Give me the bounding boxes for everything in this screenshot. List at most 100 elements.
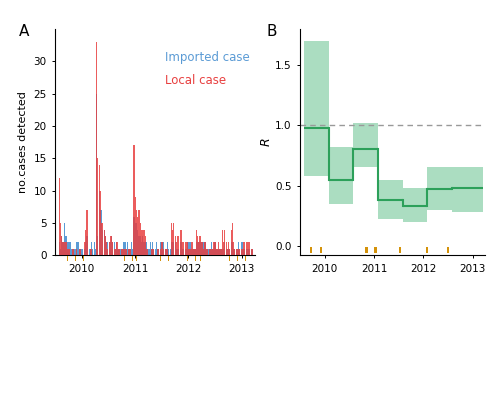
Bar [216,249,217,255]
Bar [207,249,208,255]
Bar [82,249,84,255]
Bar [187,243,188,255]
Bar [136,210,137,255]
Bar [232,243,233,255]
Bar [216,249,217,255]
Bar [112,243,114,255]
Bar [90,249,91,255]
Bar [187,256,188,261]
Bar [144,236,146,255]
Bar [252,249,253,255]
Bar [181,229,182,255]
Bar [105,236,106,255]
Bar [222,229,223,255]
Bar [186,249,187,255]
Bar [164,249,166,255]
Bar [88,249,90,255]
Bar [210,249,212,255]
Bar [154,249,156,255]
Bar [60,249,61,255]
Bar [161,243,162,255]
Bar [217,249,218,255]
Bar [110,236,111,255]
Bar [174,236,176,255]
Bar [105,236,106,255]
Bar [181,243,182,255]
Bar [224,243,226,255]
Bar [196,229,197,255]
Bar [178,236,180,255]
Bar [120,249,121,255]
Bar [193,249,194,255]
Bar [78,249,80,255]
Bar [124,249,126,255]
Bar [142,236,144,255]
Bar [58,178,60,255]
Bar [138,210,140,255]
Bar [71,249,72,255]
Bar [68,249,70,255]
Bar [137,229,138,255]
Bar [121,249,122,255]
Bar [137,217,138,255]
Bar [115,249,116,255]
Bar [78,249,80,255]
Bar [228,249,229,255]
Bar [202,243,203,255]
Bar [186,243,187,255]
Bar [70,243,71,255]
Bar [132,256,134,261]
Bar [172,229,173,255]
Bar [146,243,147,255]
Bar [227,249,228,255]
Bar [200,243,202,255]
Bar [62,243,64,255]
Bar [220,249,222,255]
Bar [223,243,224,255]
Bar [366,247,368,253]
Bar [61,236,62,255]
Bar [131,243,132,255]
Bar [67,256,68,261]
Bar [242,243,243,255]
Y-axis label: R: R [260,138,272,146]
Bar [110,243,111,255]
Bar [176,243,177,255]
Bar [118,249,120,255]
Bar [212,249,213,255]
Bar [65,236,66,255]
Bar [172,243,173,255]
Text: Local case: Local case [165,74,226,87]
Bar [243,249,244,255]
Bar [248,243,249,255]
Bar [66,243,68,255]
Bar [100,210,101,255]
Bar [98,191,100,255]
Bar [76,243,78,255]
Bar [115,249,116,255]
Bar [91,243,92,255]
Bar [220,249,222,255]
Bar [140,223,141,255]
Bar [150,243,151,255]
Bar [127,243,128,255]
Bar [86,236,87,255]
Bar [250,249,252,255]
Bar [207,249,208,255]
Bar [200,243,202,255]
Bar [100,191,101,255]
Bar [224,229,226,255]
Bar [126,249,127,255]
Bar [156,243,157,255]
Bar [157,249,158,255]
Text: A: A [19,24,30,39]
Bar [232,223,233,255]
Bar [144,243,146,255]
Bar [96,94,97,255]
Bar [60,223,61,255]
Bar [66,236,68,255]
Bar [112,243,114,255]
Bar [141,229,142,255]
Bar [197,243,198,255]
Bar [243,243,244,255]
